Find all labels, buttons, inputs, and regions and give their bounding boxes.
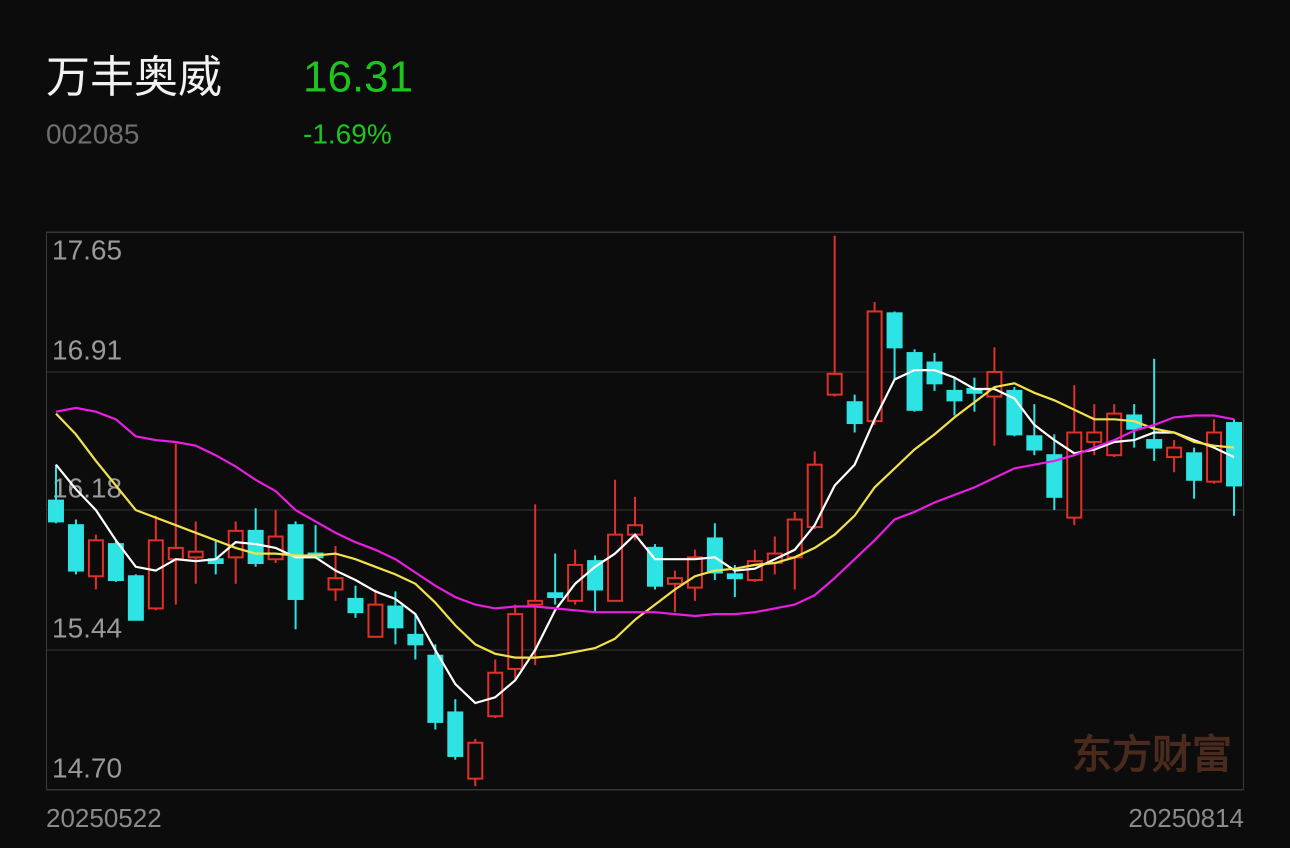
candle-body <box>67 524 84 572</box>
candle-body <box>1166 446 1183 459</box>
stock-change: -1.69% <box>303 118 392 149</box>
candle-body <box>1146 439 1163 449</box>
candle-body <box>806 463 823 529</box>
candle-body <box>147 539 164 610</box>
y-tick-label: 16.91 <box>52 334 122 365</box>
candle-body <box>107 543 124 582</box>
candle-body <box>167 546 184 561</box>
candle-body <box>187 550 204 559</box>
candle-body <box>127 575 144 621</box>
candle-body <box>1046 454 1063 498</box>
candle-body <box>906 352 923 411</box>
candle-body <box>1066 431 1083 519</box>
stock-price: 16.31 <box>303 53 413 102</box>
x-tick-label: 20250814 <box>1128 803 1244 833</box>
candle-body <box>706 537 723 574</box>
candle-body <box>547 592 564 599</box>
candle-body <box>467 741 484 780</box>
candle-body <box>427 654 444 723</box>
moving-average-line <box>55 406 1235 618</box>
candle-body <box>287 524 304 600</box>
y-tick-label: 17.65 <box>52 234 122 265</box>
stock-code: 002085 <box>46 118 139 149</box>
candle-body <box>986 370 1003 398</box>
stock-name: 万丰奥威 <box>46 52 222 103</box>
candle-body <box>247 529 264 565</box>
candle-body <box>87 539 104 578</box>
candle-body <box>387 605 404 629</box>
moving-average-line <box>55 369 1235 705</box>
candle-body <box>227 529 244 559</box>
candle-body <box>646 546 663 587</box>
y-tick-label: 14.70 <box>52 752 122 783</box>
watermark: 东方财富 <box>1072 732 1232 778</box>
candle-body <box>347 597 364 614</box>
candle-body <box>487 671 504 718</box>
candle-body <box>1086 431 1103 443</box>
candle-body <box>846 401 863 425</box>
candle-body <box>447 711 464 757</box>
candle-body <box>1186 452 1203 481</box>
y-tick-label: 15.44 <box>52 612 122 643</box>
candle-body <box>1206 431 1223 483</box>
candle-body <box>327 577 344 591</box>
candle-body <box>507 613 524 670</box>
candle-body <box>826 372 843 396</box>
candle-body <box>527 599 544 606</box>
candle-body <box>407 633 424 646</box>
candle-body <box>1106 412 1123 457</box>
candle-body <box>367 603 384 638</box>
candle-body <box>607 533 624 602</box>
candle-body <box>587 560 604 591</box>
candle-body <box>946 389 963 402</box>
candle-body <box>686 556 703 589</box>
candle-body <box>1026 435 1043 451</box>
x-tick-label: 20250522 <box>46 803 162 833</box>
y-tick-label: 16.18 <box>52 472 122 503</box>
candle-body <box>726 573 743 580</box>
candle-body <box>886 312 903 349</box>
candle-body <box>666 577 683 585</box>
candle-body <box>47 499 64 523</box>
candle-body <box>866 310 883 423</box>
